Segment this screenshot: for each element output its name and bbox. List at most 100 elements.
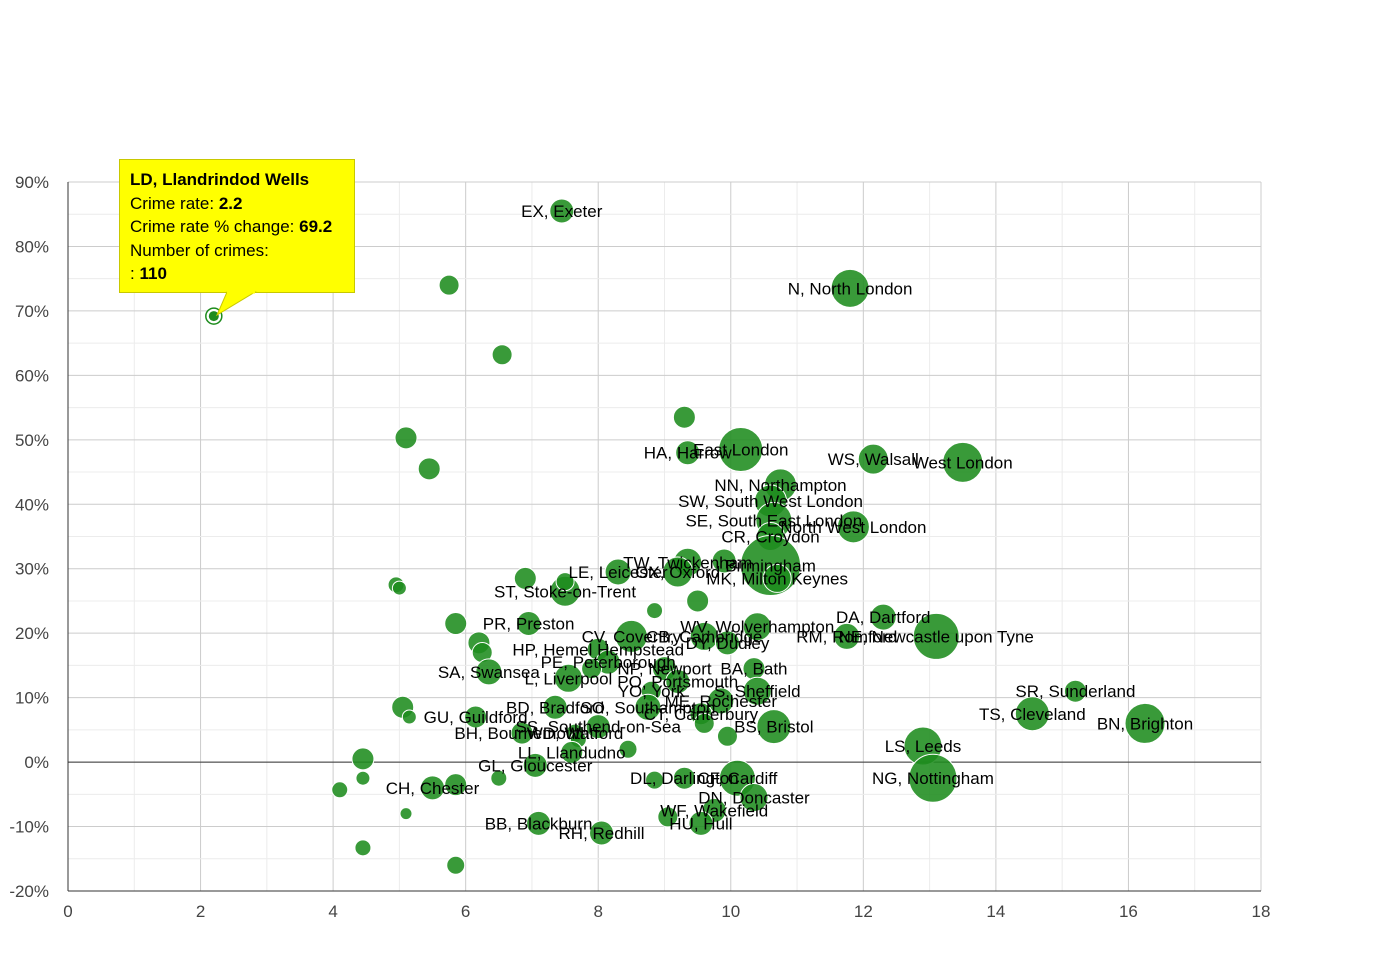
y-tick-label: 40% (15, 495, 49, 514)
bubble[interactable] (331, 781, 349, 799)
bubble[interactable] (1063, 679, 1087, 703)
bubble[interactable] (675, 440, 701, 466)
x-tick-label: 2 (196, 902, 205, 921)
x-tick-label: 18 (1252, 902, 1271, 921)
bubble[interactable] (686, 589, 710, 613)
bubble[interactable] (394, 426, 418, 450)
bubble[interactable] (490, 769, 508, 787)
bubble[interactable] (762, 563, 792, 593)
bubble[interactable] (513, 566, 537, 590)
bubble[interactable] (491, 344, 513, 366)
bubble[interactable] (522, 752, 548, 778)
bubble-label: PO, Portsmouth (617, 673, 738, 692)
bubble[interactable] (830, 268, 870, 308)
bubble[interactable] (912, 612, 960, 660)
bubble[interactable] (662, 556, 694, 588)
bubble[interactable] (516, 611, 542, 637)
bubble-label: BD, Bradford (506, 698, 604, 717)
bubble[interactable] (553, 663, 583, 693)
bubble[interactable] (672, 766, 696, 790)
bubble-label: OX, Oxford (635, 563, 720, 582)
bubble[interactable] (645, 770, 665, 790)
bubble[interactable] (857, 443, 889, 475)
x-tick-label: 0 (63, 902, 72, 921)
bubble[interactable] (446, 855, 466, 875)
bubble[interactable] (657, 806, 679, 828)
bubble[interactable] (401, 709, 417, 725)
bubble-label: BH, Bournemouth (454, 724, 589, 743)
bubble[interactable] (716, 725, 738, 747)
bubble[interactable] (560, 740, 584, 764)
bubble-label: TW, Twickenham (623, 553, 752, 572)
bubble-label: GL, Gloucester (478, 756, 593, 775)
bubble[interactable] (756, 709, 792, 745)
bubble[interactable] (351, 747, 375, 771)
bubble-label: S, Sheffield (714, 682, 801, 701)
bubble[interactable] (718, 426, 764, 472)
bubble[interactable] (417, 457, 441, 481)
x-tick-label: 16 (1119, 902, 1138, 921)
bubble[interactable] (354, 839, 372, 857)
tooltip-count-label: Number of crimes: (130, 240, 269, 260)
bubble[interactable] (589, 820, 615, 846)
bubble-label: DY, Dudley (686, 634, 770, 653)
bubble[interactable] (585, 714, 611, 740)
bubble[interactable] (869, 603, 897, 631)
bubble[interactable] (742, 612, 772, 642)
bubble[interactable] (714, 630, 740, 656)
bubble[interactable] (355, 770, 371, 786)
bubble[interactable] (836, 510, 870, 544)
highlight-bubble[interactable] (208, 311, 219, 322)
bubble[interactable] (604, 558, 632, 586)
bubble[interactable] (672, 405, 696, 429)
bubble[interactable] (420, 775, 446, 801)
tooltip-title: LD, Llandrindod Wells (130, 170, 310, 189)
bubble[interactable] (464, 705, 488, 729)
bubble[interactable] (510, 721, 534, 745)
bubble[interactable] (711, 548, 737, 574)
bubble[interactable] (391, 580, 407, 596)
bubble-label: LL, Llandudno (518, 743, 626, 762)
tooltip: LD, Llandrindod Wells Crime rate: 2.2 Cr… (119, 159, 355, 293)
tooltip-count-value: 110 (139, 264, 167, 283)
bubble[interactable] (665, 669, 691, 695)
bubble[interactable] (634, 693, 662, 721)
bubble[interactable] (438, 274, 460, 296)
bubble[interactable] (693, 712, 715, 734)
bubble-label: CB, Cambridge (646, 627, 762, 646)
bubble[interactable] (833, 622, 861, 650)
bubble[interactable] (614, 619, 648, 653)
bubble[interactable] (444, 773, 468, 797)
bubble-label: SS, Southend-on-Sea (516, 718, 682, 737)
bubble[interactable] (549, 198, 575, 224)
bubble[interactable] (542, 694, 568, 720)
bubble[interactable] (688, 810, 714, 836)
bubble-label: West London (913, 453, 1013, 472)
bubble-label: SR, Sunderland (1015, 682, 1135, 701)
bubble[interactable] (581, 658, 603, 680)
bubble[interactable] (618, 739, 638, 759)
y-tick-label: 0% (24, 753, 49, 772)
bubble-label: CT, Canterbury (644, 705, 759, 724)
x-tick-label: 10 (721, 902, 740, 921)
bubble[interactable] (1124, 702, 1166, 744)
bubble[interactable] (475, 658, 503, 686)
bubble[interactable] (646, 602, 664, 620)
bubble[interactable] (908, 753, 958, 803)
bubble[interactable] (526, 810, 552, 836)
bubble[interactable] (742, 676, 772, 706)
bubble[interactable] (707, 687, 735, 715)
bubble-label: WS, Walsall (828, 450, 919, 469)
x-tick-label: 4 (328, 902, 337, 921)
bubble[interactable] (739, 783, 769, 813)
bubble[interactable] (942, 441, 984, 483)
tooltip-rate-label: Crime rate: (130, 193, 215, 213)
bubble-label: NN, Northampton (714, 476, 846, 495)
bubble[interactable] (555, 572, 575, 592)
bubble[interactable] (444, 612, 468, 636)
bubble[interactable] (1014, 696, 1050, 732)
bubble[interactable] (399, 807, 413, 821)
bubble-label: DA, Dartford (836, 608, 930, 627)
x-tick-label: 12 (854, 902, 873, 921)
